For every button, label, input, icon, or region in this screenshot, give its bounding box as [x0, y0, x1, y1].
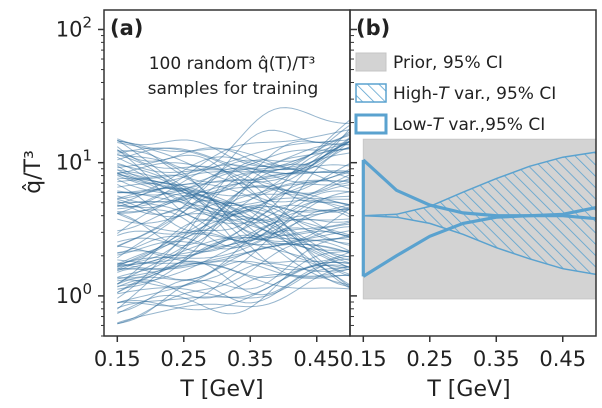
annotation-title: 100 random q̂(T)/T³ [149, 54, 316, 74]
panel-label-a: (a) [110, 16, 143, 40]
sample-curve [117, 149, 350, 289]
annotation-subtitle: samples for training [148, 79, 319, 99]
y-tick-label: 102 [56, 13, 92, 41]
high-t-lower [363, 214, 596, 276]
sample-curve [117, 268, 350, 299]
sample-curve [117, 208, 350, 266]
sample-curve [117, 208, 350, 256]
x-b-tick-label: 0.15 [340, 347, 387, 371]
sample-curve [117, 156, 350, 245]
low-t-lower [362, 214, 596, 278]
x-axis-b: 0.15 0.25 0.35 0.45 [340, 336, 586, 371]
panel-b: 0.15 0.25 0.35 0.45 (b) T [GeV] Prior, 95% … [340, 9, 597, 402]
sample-curve [117, 149, 350, 215]
sample-curve [117, 250, 350, 315]
sample-curve [117, 206, 350, 285]
sample-curve [117, 266, 350, 324]
sample-curve [117, 260, 350, 296]
x-axis-a: 0.15 0.25 0.35 0.45 [94, 336, 340, 371]
sample-curve [117, 234, 350, 263]
sample-curve [117, 139, 350, 183]
x-b-tick-label: 0.45 [539, 347, 586, 371]
x-axis-title-b: T [GeV] [426, 377, 510, 402]
y-axis-title: q̂/T³ [21, 150, 46, 194]
sample-curve [117, 195, 350, 304]
y-axis: 100 101 102 [56, 13, 104, 337]
sample-curve [117, 141, 350, 265]
panel-b-frame [349, 9, 597, 337]
sample-curve [117, 266, 350, 313]
sample-curve [116, 146, 350, 264]
x-tick-label: 0.15 [94, 347, 141, 371]
x-b-tick-label: 0.35 [473, 347, 520, 371]
sample-curve [117, 140, 350, 285]
sample-curve [117, 140, 350, 248]
sample-curve [117, 236, 350, 325]
sample-curve [117, 163, 350, 278]
x-tick-label: 0.45 [293, 347, 340, 371]
legend-swatch-low-t [354, 113, 388, 135]
sample-curve [117, 262, 350, 278]
x-tick-label: 0.35 [227, 347, 274, 371]
panel-a: 100 101 102 0.15 0.25 0.35 0.45 (a) 100 rando… [21, 9, 351, 402]
sample-curve [117, 165, 350, 288]
legend-swatch-high-t [355, 83, 387, 103]
y-tick-label: 100 [56, 280, 92, 308]
sample-curve [117, 183, 350, 213]
sample-curve [117, 154, 350, 254]
sample-curve [117, 142, 350, 207]
sample-curve [117, 212, 350, 278]
sample-curve [117, 230, 350, 280]
sample-curve [117, 190, 350, 252]
sample-curve [117, 192, 350, 224]
legend-label-low-t: Low-T var.,95% CI [393, 115, 545, 135]
x-tick-label: 0.25 [160, 347, 207, 371]
sample-curve [117, 107, 350, 171]
legend-label-high-t: High-T var., 95% CI [393, 84, 556, 104]
sample-curve [117, 143, 350, 209]
sample-curve [117, 218, 350, 253]
sample-curve [117, 139, 350, 286]
sample-curve [117, 140, 350, 174]
y-axis-b-ticks [350, 28, 357, 337]
x-b-tick-label: 0.25 [406, 347, 453, 371]
sample-curve [117, 177, 350, 236]
legend-label-prior: Prior, 95% CI [393, 53, 503, 73]
sample-curve [117, 260, 350, 279]
sample-curve [117, 183, 350, 207]
high-t-upper [363, 151, 596, 217]
x-axis-title-a: T [GeV] [179, 377, 263, 402]
sample-curve [117, 261, 350, 298]
sample-curve [117, 164, 350, 196]
sample-curve [117, 148, 350, 174]
sample-curves [116, 107, 350, 325]
legend-swatch-prior [355, 52, 387, 72]
legend: Prior, 95% CI High-T var., 95% CI Low-T … [354, 52, 556, 135]
sample-curve [117, 175, 350, 268]
ci-bands [361, 138, 596, 300]
y-tick-label: 101 [56, 147, 92, 175]
panel-label-b: (b) [356, 16, 390, 40]
sample-curve [117, 174, 350, 294]
